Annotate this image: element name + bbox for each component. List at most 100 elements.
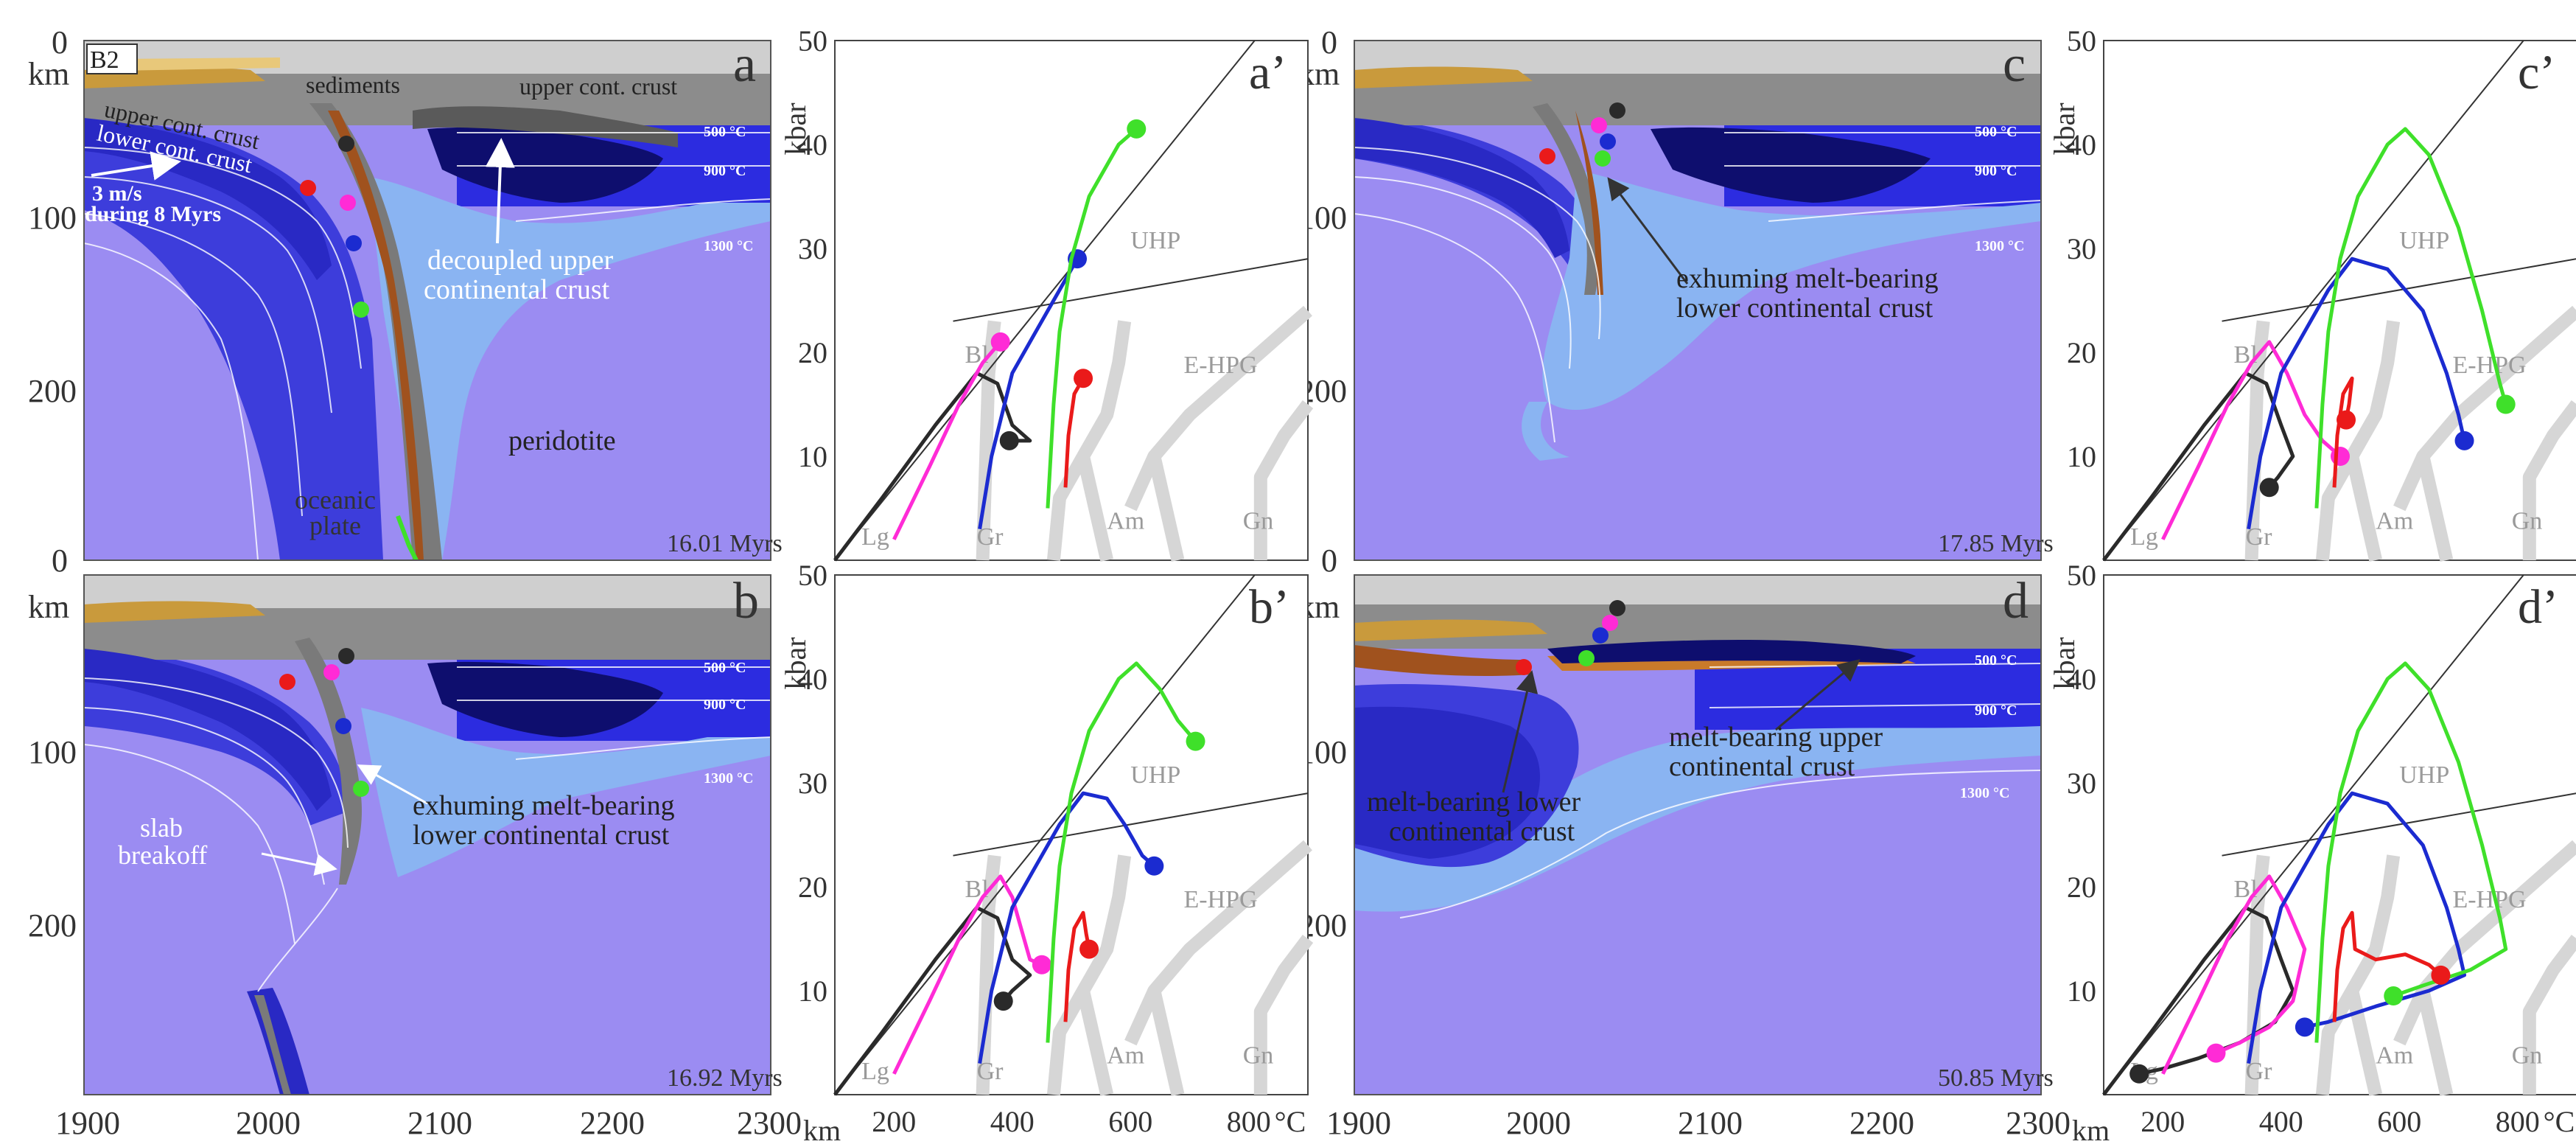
pt-marker-blue [2454, 430, 2474, 450]
pt-path-black [833, 905, 1032, 1096]
facies-boundary [2522, 935, 2576, 1095]
geotherm-limit [834, 574, 1256, 1095]
label-upper-cont-crust-right: upper cont. crust [519, 73, 677, 100]
isotherm-1300-a: 1300 °C [704, 238, 753, 254]
facies-boundary [2416, 989, 2454, 1096]
label-d-melt-lower-1: melt-bearing lower [1367, 787, 1581, 817]
pt-path-green [1046, 661, 1197, 1043]
facies-label-am: Am [1107, 1042, 1144, 1070]
x-tick-2200-right: 2200 [1849, 1105, 1914, 1141]
facies-boundary [2315, 320, 2401, 561]
y-tick-0-top: 0 [52, 24, 68, 60]
facies-label-gn: Gn [2512, 508, 2543, 535]
pt-y-tick: 10 [2067, 440, 2096, 473]
pt-marker-green [2384, 986, 2404, 1006]
pt-marker-blue [2295, 1017, 2314, 1037]
x-unit-km-right: km [2072, 1114, 2110, 1147]
y-tick-200-bottom: 200 [28, 907, 77, 944]
marker-black-b [338, 648, 354, 664]
facies-label-gn: Gn [1243, 508, 1274, 535]
pt-panel-d_prime: LgGrAmGnBlUHPE-HPGd’1020304050kbar200400… [2048, 559, 2576, 1138]
pt-marker-green [1186, 731, 1205, 751]
label-velocity-1: 3 m/s [92, 181, 142, 206]
pt-y-tick: 20 [2067, 871, 2096, 904]
pt-y-tick: 50 [798, 24, 827, 57]
label-decoupled-1: decoupled upper [427, 245, 614, 276]
panel-a-time: 16.01 Myrs [667, 530, 783, 557]
velocity-arrow [91, 151, 181, 181]
facies-boundary [1046, 854, 1132, 1095]
panel-d: d 50.85 Myrs melt-bearing lower continen… [1354, 573, 2054, 1095]
facies-label-uhp: UHP [2399, 761, 2449, 789]
pt-x-tick: 600 [2377, 1105, 2421, 1138]
label-d-melt-upper-1: melt-bearing upper [1669, 722, 1883, 753]
pt-path-blue [978, 791, 1155, 1064]
pt-path-magenta [2161, 340, 2342, 540]
x-tick-2000-right: 2000 [1506, 1105, 1571, 1141]
x-tick-2100-left: 2100 [407, 1105, 472, 1141]
slab-arrow [261, 852, 337, 876]
x-tick-2000-left: 2000 [236, 1105, 301, 1141]
facies-label-lg: Lg [861, 523, 889, 551]
pt-y-tick: 30 [2067, 232, 2096, 265]
pt-y-tick: 10 [798, 440, 827, 473]
facies-label-gn: Gn [2512, 1042, 2543, 1070]
isotherm-900-a: 900 °C [704, 163, 746, 179]
pt-y-tick: 10 [2067, 975, 2096, 1008]
panel-d-letter: d [2003, 573, 2029, 630]
label-d-melt-lower-2: continental crust [1389, 816, 1575, 847]
isotherm-500-b: 500 °C [704, 660, 746, 676]
marker-red-d [1516, 659, 1532, 675]
marker-blue-b [335, 718, 351, 734]
label-c-exhuming-1: exhuming melt-bearing [1676, 263, 1939, 294]
label-slab-2: breakoff [118, 840, 207, 870]
facies-label-am: Am [2376, 1042, 2413, 1070]
pt-x-tick: 800 [1227, 1105, 1271, 1138]
marker-green-c [1595, 150, 1611, 167]
facies-label-bl: Bl [965, 876, 989, 903]
pt-marker-green [1127, 119, 1147, 139]
pt-y-tick: 30 [2067, 767, 2096, 800]
panel-c-section [1354, 41, 2041, 560]
marker-magenta-a [340, 195, 356, 211]
pt-path-black [833, 371, 1032, 562]
x-tick-1900-left: 1900 [55, 1105, 120, 1141]
facies-boundary [2345, 455, 2382, 562]
model-label: B2 [90, 46, 119, 74]
pt-x-tick: 400 [2259, 1105, 2303, 1138]
geotherm-limit [834, 40, 1256, 561]
panel-d-time: 50.85 Myrs [1938, 1064, 2054, 1092]
marker-black-c [1609, 102, 1625, 119]
pt-path-green [1046, 128, 1138, 509]
marker-magenta-c [1591, 117, 1607, 133]
isotherm-1300-c: 1300 °C [1975, 238, 2024, 254]
melt-upper-arrow [1775, 659, 1861, 731]
pt-path-green [2314, 127, 2508, 509]
pt-path-black [2102, 371, 2295, 562]
facies-boundary [2416, 454, 2454, 562]
pt-y-tick: 50 [2067, 559, 2096, 592]
isotherm-1300-d: 1300 °C [1960, 785, 2009, 801]
pt-y-tick: 20 [798, 871, 827, 904]
isotherm-900-d: 900 °C [1975, 703, 2017, 719]
facies-label-gn: Gn [1243, 1042, 1274, 1070]
pt-marker-red [2431, 965, 2451, 985]
facies-label-uhp: UHP [2399, 227, 2449, 254]
x-tick-2200-left: 2200 [580, 1105, 645, 1141]
y-tick-0-top-c: 0 [1321, 24, 1337, 60]
isotherm-500-c: 500 °C [1975, 124, 2017, 140]
marker-blue-a [346, 235, 362, 251]
pt-x-tick: 200 [2141, 1105, 2185, 1138]
pt-marker-magenta [990, 332, 1010, 352]
marker-green-b [353, 781, 369, 797]
isotherm-500-d: 500 °C [1975, 652, 2017, 669]
panel-d-section [1354, 575, 2041, 1095]
facies-label-lg: Lg [2130, 523, 2158, 551]
pt-marker-black [993, 991, 1013, 1011]
pt-panel-label: d’ [2518, 580, 2558, 634]
pt-x-tick: 200 [872, 1105, 916, 1138]
facies-boundary [1253, 935, 1314, 1095]
